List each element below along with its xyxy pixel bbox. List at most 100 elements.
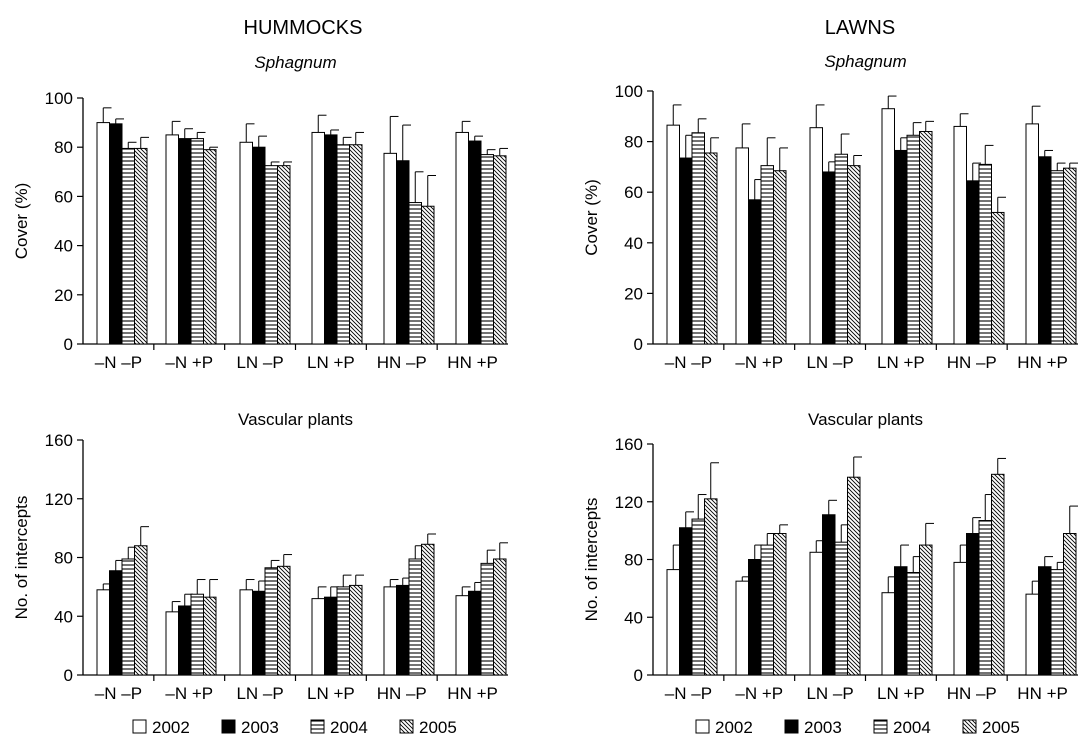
bar-2004 bbox=[336, 586, 350, 676]
y-axis-label: Cover (%) bbox=[582, 179, 601, 256]
bar-2005 bbox=[991, 473, 1005, 676]
bar-2005 bbox=[704, 498, 718, 676]
y-tick-label: 40 bbox=[54, 237, 73, 256]
legend: 2002 2003 2004 2005 bbox=[695, 718, 1020, 737]
bar-2005 bbox=[847, 476, 861, 676]
bar-2002 bbox=[809, 551, 823, 676]
legend-label: 2003 bbox=[804, 718, 842, 737]
legend-item: 2004 bbox=[873, 718, 931, 737]
legend-label: 2003 bbox=[241, 718, 279, 737]
x-tick-label: –N –P bbox=[95, 684, 142, 703]
bar-2004 bbox=[264, 165, 278, 345]
bar-2003 bbox=[822, 514, 836, 676]
bar-2005 bbox=[773, 170, 787, 345]
x-tick-label: LN –P bbox=[806, 353, 853, 372]
x-tick-label: LN +P bbox=[877, 353, 925, 372]
chart-panels: Sphagnum Cover (%) 0 20 40 60 80 100 –N –P –N +P L… bbox=[12, 52, 1078, 703]
y-tick-label: 120 bbox=[615, 493, 643, 512]
bar-2003 bbox=[679, 157, 693, 345]
bar-2003 bbox=[1038, 566, 1052, 676]
legend-swatch bbox=[784, 719, 799, 734]
y-tick-label: 40 bbox=[624, 234, 643, 253]
bar-2003 bbox=[324, 596, 338, 676]
legend-swatch bbox=[873, 719, 888, 734]
x-tick-label: –N –P bbox=[665, 353, 712, 372]
bar-2004 bbox=[691, 132, 705, 345]
bar-2002 bbox=[809, 127, 823, 345]
bar-2002 bbox=[311, 131, 325, 345]
y-tick-label: 0 bbox=[634, 666, 643, 685]
x-tick-label: HN –P bbox=[377, 684, 427, 703]
bar-2002 bbox=[455, 595, 469, 676]
bar-2002 bbox=[239, 589, 253, 676]
y-axis-label: No. of intercepts bbox=[12, 496, 31, 620]
x-tick-label: LN –P bbox=[236, 684, 283, 703]
legend-item: 2004 bbox=[310, 718, 368, 737]
x-tick-label: HN –P bbox=[947, 353, 997, 372]
bar-2003 bbox=[748, 199, 762, 345]
bar-2002 bbox=[383, 586, 397, 676]
legend-label: 2004 bbox=[330, 718, 368, 737]
bar-2003 bbox=[468, 140, 482, 345]
bar-2005 bbox=[773, 533, 787, 676]
x-tick-label: HN –P bbox=[947, 684, 997, 703]
y-tick-label: 40 bbox=[624, 608, 643, 627]
y-tick-label: 20 bbox=[54, 286, 73, 305]
bar-2004 bbox=[978, 163, 992, 345]
bar-2005 bbox=[134, 545, 148, 676]
bar-2004 bbox=[336, 144, 350, 345]
bar-2003 bbox=[396, 160, 410, 345]
bar-2004 bbox=[480, 562, 494, 676]
bar-2002 bbox=[881, 108, 895, 345]
x-tick-label: –N –P bbox=[95, 353, 142, 372]
bar-2003 bbox=[894, 566, 908, 676]
bar-2003 bbox=[1038, 156, 1052, 345]
legend-label: 2002 bbox=[715, 718, 753, 737]
bar-2002 bbox=[953, 125, 967, 345]
y-tick-label: 20 bbox=[624, 284, 643, 303]
bar-2004 bbox=[1050, 569, 1064, 676]
x-tick-label: LN +P bbox=[877, 684, 925, 703]
panel-subtitle: Sphagnum bbox=[254, 53, 336, 72]
y-tick-label: 40 bbox=[54, 607, 73, 626]
bar-2002 bbox=[666, 124, 680, 345]
legend-label: 2004 bbox=[893, 718, 931, 737]
y-tick-label: 80 bbox=[624, 133, 643, 152]
x-tick-label: –N +P bbox=[735, 353, 783, 372]
legend-label: 2002 bbox=[152, 718, 190, 737]
legend-item: 2005 bbox=[399, 718, 457, 737]
x-tick-label: LN –P bbox=[236, 353, 283, 372]
legend-label: 2005 bbox=[982, 718, 1020, 737]
bar-2005 bbox=[277, 565, 291, 676]
y-tick-label: 0 bbox=[64, 335, 73, 354]
bar-2005 bbox=[919, 544, 933, 676]
bar-2005 bbox=[493, 558, 507, 676]
x-tick-label: –N +P bbox=[165, 353, 213, 372]
bar-2004 bbox=[190, 138, 204, 345]
bar-2003 bbox=[178, 138, 192, 345]
bar-2003 bbox=[252, 146, 266, 345]
panel-subtitle: Vascular plants bbox=[238, 410, 353, 429]
bar-2003 bbox=[324, 134, 338, 345]
bar-2004 bbox=[691, 518, 705, 676]
bar-2005 bbox=[203, 149, 217, 345]
bar-2003 bbox=[109, 123, 123, 345]
bar-2005 bbox=[991, 211, 1005, 345]
x-tick-label: LN –P bbox=[806, 684, 853, 703]
bar-2002 bbox=[735, 580, 749, 676]
bar-2002 bbox=[165, 611, 179, 676]
x-tick-label: HN –P bbox=[377, 353, 427, 372]
bar-2003 bbox=[748, 559, 762, 676]
y-tick-label: 80 bbox=[624, 551, 643, 570]
bar-2002 bbox=[239, 141, 253, 345]
y-tick-label: 60 bbox=[624, 183, 643, 202]
bar-2005 bbox=[421, 205, 435, 345]
bar-2004 bbox=[121, 558, 135, 676]
bar-2005 bbox=[1063, 167, 1077, 345]
bar-2002 bbox=[1025, 593, 1039, 676]
bar-2004 bbox=[906, 571, 920, 676]
bar-2004 bbox=[760, 165, 774, 345]
bar-2002 bbox=[881, 592, 895, 676]
y-tick-label: 160 bbox=[45, 431, 73, 450]
bar-2005 bbox=[1063, 533, 1077, 676]
